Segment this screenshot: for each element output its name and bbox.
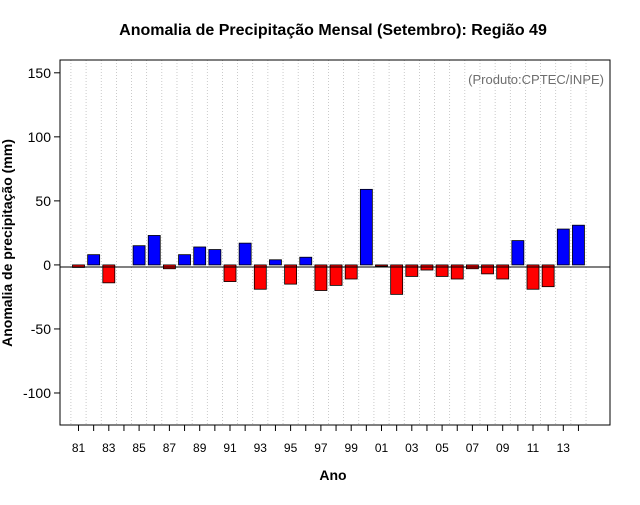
x-tick-label: 03 <box>405 441 419 455</box>
plot-frame <box>59 59 611 426</box>
bar-1985 <box>132 245 146 266</box>
bar-2001 <box>375 264 388 267</box>
y-tick-label: 150 <box>28 65 52 81</box>
x-tick-label: 81 <box>72 441 86 455</box>
bar-2013 <box>556 228 570 266</box>
x-tick-label: 93 <box>254 441 268 455</box>
x-axis-title: Ano <box>319 467 346 483</box>
bar-2002 <box>390 264 404 295</box>
x-tick-label: 83 <box>102 441 116 455</box>
bar-2006 <box>450 264 464 280</box>
y-tick-label: 0 <box>43 257 51 273</box>
y-axis-title: Anomalia de precipitação (mm) <box>0 139 15 347</box>
x-axis: 81 83 85 87 89 91 93 95 97 99 01 03 05 07 09 11 13 <box>72 425 579 455</box>
x-tick-label: 85 <box>132 441 146 455</box>
x-tick-label: 99 <box>345 441 359 455</box>
bar-1991 <box>223 264 237 282</box>
y-tick-label: -50 <box>31 321 51 337</box>
bar-2010 <box>511 240 525 266</box>
bar-1998 <box>329 264 343 286</box>
bars <box>72 188 585 295</box>
bar-1996 <box>299 256 313 266</box>
y-tick-label: 100 <box>28 129 52 145</box>
chart-title: Anomalia de Precipitação Mensal (Setembr… <box>119 22 547 39</box>
x-tick-label: 11 <box>527 441 540 455</box>
bar-1993 <box>253 264 267 290</box>
x-tick-label: 97 <box>314 441 328 455</box>
bar-2014 <box>572 224 585 266</box>
bar-1999 <box>344 264 358 280</box>
bar-1997 <box>314 264 328 291</box>
y-tick-label: 50 <box>35 193 51 209</box>
bar-1990 <box>208 249 222 266</box>
x-tick-label: 01 <box>375 441 389 455</box>
bar-1983 <box>102 264 116 284</box>
x-tick-label: 89 <box>193 441 207 455</box>
x-tick-label: 87 <box>163 441 177 455</box>
x-tick-label: 91 <box>223 441 237 455</box>
bar-1992 <box>238 242 252 266</box>
bar-1982 <box>87 254 101 266</box>
bar-2011 <box>526 264 540 290</box>
bar-1986 <box>147 235 161 266</box>
bar-2008 <box>481 264 494 275</box>
y-axis: -100 -50 0 50 100 150 <box>23 65 60 401</box>
x-tick-label: 09 <box>496 441 510 455</box>
x-tick-label: 13 <box>557 441 571 455</box>
bar-2009 <box>496 264 510 280</box>
bar-2003 <box>405 264 419 277</box>
bar-2000 <box>359 188 373 266</box>
bar-1995 <box>284 264 298 285</box>
bar-1988 <box>178 254 191 266</box>
bar-1989 <box>193 246 207 266</box>
x-tick-label: 05 <box>435 441 449 455</box>
bar-1994 <box>269 259 282 266</box>
x-tick-label: 07 <box>466 441 480 455</box>
x-tick-label: 95 <box>284 441 298 455</box>
grid-lines <box>70 60 587 425</box>
bar-2012 <box>541 264 555 288</box>
credit-text: (Produto:CPTEC/INPE) <box>468 72 604 87</box>
y-tick-label: -100 <box>23 385 51 401</box>
bar-2005 <box>435 264 449 277</box>
